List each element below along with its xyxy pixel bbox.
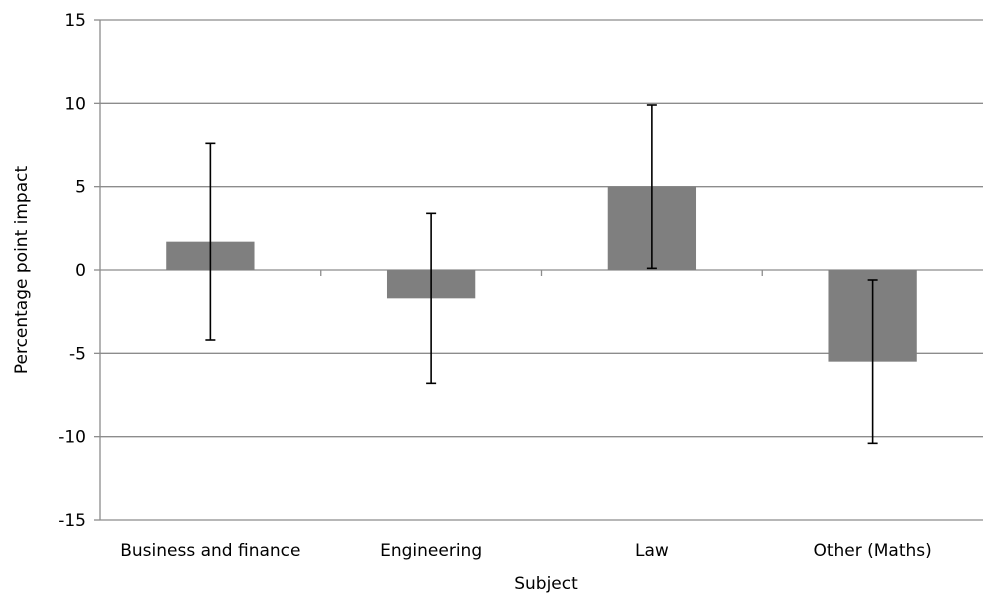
y-tick-label: 15 [64, 11, 86, 31]
x-tick-labels: Business and finance Engineering Law Other … [120, 541, 932, 561]
y-axis-title: Percentage point impact [12, 166, 32, 375]
y-tick-label: 5 [75, 178, 86, 198]
x-tick-label: Business and finance [120, 541, 300, 561]
y-tick-label: -10 [58, 428, 86, 448]
x-tick-label: Law [635, 541, 669, 561]
gridlines [100, 19, 983, 521]
y-tick-label: 10 [64, 94, 86, 114]
x-axis-title: Subject [514, 574, 578, 594]
x-tick-label: Other (Maths) [813, 541, 931, 561]
x-tick-label: Engineering [380, 541, 482, 561]
y-tick-label: -5 [69, 344, 86, 364]
error-bars [205, 104, 878, 445]
y-tick-labels: -15 -10 -5 0 5 10 15 [58, 11, 86, 531]
y-tick-label: -15 [58, 511, 86, 531]
y-tick-label: 0 [75, 261, 86, 281]
